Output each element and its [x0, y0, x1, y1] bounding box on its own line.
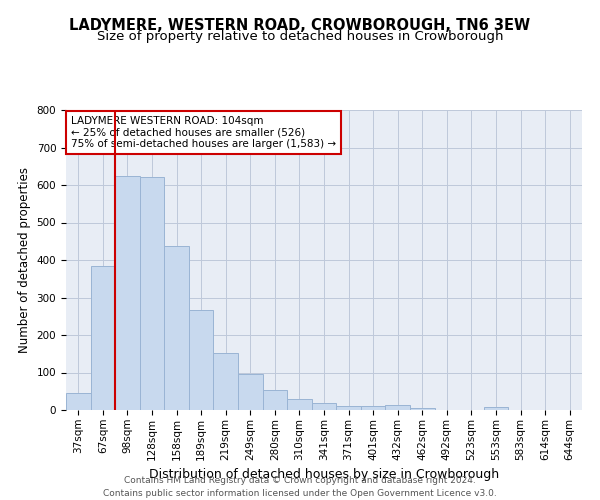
- Bar: [484, 407, 508, 410]
- Bar: [385, 405, 410, 410]
- Bar: [115, 176, 140, 410]
- Text: Size of property relative to detached houses in Crowborough: Size of property relative to detached ho…: [97, 30, 503, 43]
- Bar: [66, 393, 91, 410]
- Bar: [164, 246, 189, 410]
- Y-axis label: Number of detached properties: Number of detached properties: [18, 167, 31, 353]
- Bar: [410, 408, 434, 410]
- Bar: [189, 310, 214, 410]
- Bar: [140, 177, 164, 410]
- Bar: [287, 399, 312, 410]
- X-axis label: Distribution of detached houses by size in Crowborough: Distribution of detached houses by size …: [149, 468, 499, 481]
- Bar: [91, 266, 115, 410]
- Bar: [214, 353, 238, 410]
- Text: LADYMERE, WESTERN ROAD, CROWBOROUGH, TN6 3EW: LADYMERE, WESTERN ROAD, CROWBOROUGH, TN6…: [70, 18, 530, 32]
- Bar: [361, 406, 385, 410]
- Bar: [238, 374, 263, 410]
- Text: LADYMERE WESTERN ROAD: 104sqm
← 25% of detached houses are smaller (526)
75% of : LADYMERE WESTERN ROAD: 104sqm ← 25% of d…: [71, 116, 336, 149]
- Bar: [263, 390, 287, 410]
- Bar: [336, 406, 361, 410]
- Bar: [312, 403, 336, 410]
- Text: Contains HM Land Registry data © Crown copyright and database right 2024.
Contai: Contains HM Land Registry data © Crown c…: [103, 476, 497, 498]
